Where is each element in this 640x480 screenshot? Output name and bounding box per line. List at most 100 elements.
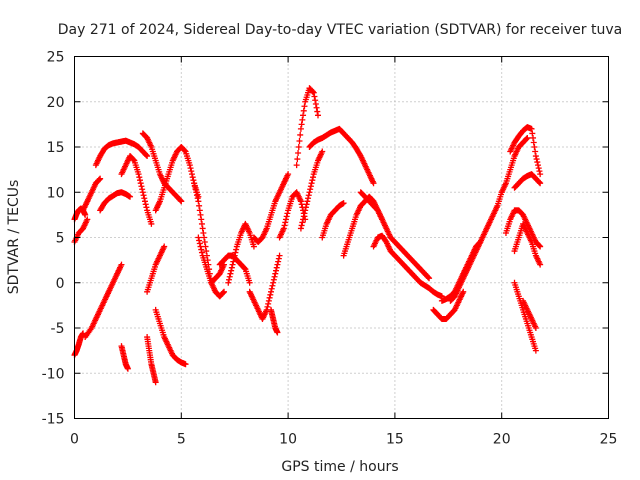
data-point	[370, 180, 377, 187]
data-point	[178, 198, 185, 205]
data-point	[143, 204, 150, 211]
series-arc-38	[511, 279, 539, 354]
series-arc-37	[511, 220, 544, 268]
data-point	[300, 107, 307, 114]
data-point	[221, 288, 228, 295]
data-point	[186, 162, 193, 169]
data-point	[189, 174, 196, 181]
series-arc-21	[268, 306, 281, 336]
data-point	[306, 189, 313, 196]
series-arc-39	[520, 297, 539, 331]
series-arc-20	[250, 171, 292, 246]
data-point	[310, 89, 317, 96]
data-point	[280, 225, 287, 232]
data-point	[198, 216, 205, 223]
y-tick-label: 15	[47, 140, 65, 156]
data-point	[138, 183, 145, 190]
data-point	[136, 174, 143, 181]
data-point	[273, 264, 280, 271]
x-tick-label: 20	[493, 432, 511, 448]
y-tick-label: 10	[47, 185, 65, 201]
x-tick-label: 0	[70, 432, 79, 448]
axis-ticks	[74, 56, 609, 419]
series-arc-34	[507, 124, 544, 178]
data-point	[190, 177, 197, 184]
data-point	[272, 267, 279, 274]
data-point	[196, 240, 203, 247]
data-point	[319, 148, 326, 155]
data-point	[233, 246, 240, 253]
data-point	[188, 171, 195, 178]
data-point	[230, 255, 237, 262]
data-point	[305, 192, 312, 199]
data-point	[297, 198, 304, 205]
data-point	[201, 234, 208, 241]
data-point	[536, 168, 543, 175]
data-point	[295, 144, 302, 150]
data-point	[297, 225, 304, 232]
series-arc-24	[306, 125, 377, 187]
data-point	[302, 207, 309, 214]
data-point	[301, 210, 308, 217]
series-arc-4	[82, 261, 125, 341]
data-point	[524, 134, 531, 141]
data-point	[285, 171, 292, 178]
data-point	[311, 93, 318, 100]
data-point	[196, 207, 203, 214]
data-point	[161, 243, 168, 250]
chart-title: Day 271 of 2024, Sidereal Day-to-day VTE…	[58, 22, 622, 38]
series-arc-23	[293, 85, 322, 169]
data-point	[220, 289, 227, 296]
data-point	[269, 282, 276, 289]
data-point	[535, 165, 542, 172]
data-point	[197, 211, 204, 218]
data-point	[301, 103, 308, 110]
data-point	[148, 220, 155, 227]
data-point	[281, 222, 288, 229]
data-point	[274, 261, 281, 268]
series-arc-16	[195, 234, 228, 286]
data-point	[198, 246, 205, 253]
data-point	[96, 176, 103, 183]
y-tick-label: 25	[47, 50, 65, 66]
data-point	[140, 192, 147, 199]
data-point	[304, 198, 311, 205]
data-point	[192, 186, 199, 193]
data-point	[229, 261, 236, 268]
series-arc-26	[319, 200, 347, 241]
data-point	[293, 162, 300, 169]
data-point	[270, 279, 277, 286]
data-point	[425, 274, 432, 281]
series-arc-3	[71, 216, 91, 246]
data-point	[537, 180, 544, 187]
data-point	[265, 297, 272, 304]
data-point	[271, 273, 278, 280]
data-point	[193, 189, 200, 196]
data-point	[268, 285, 275, 292]
data-point	[299, 219, 306, 226]
data-point	[310, 88, 317, 95]
data-point	[537, 243, 544, 250]
data-point	[529, 130, 536, 137]
y-axis-title: SDTVAR / TECUs	[6, 180, 22, 295]
data-point	[536, 242, 543, 249]
data-point	[199, 225, 206, 232]
data-point	[303, 201, 310, 208]
data-point	[196, 237, 203, 244]
data-point	[267, 291, 274, 298]
data-point	[191, 183, 198, 190]
data-point	[300, 216, 307, 223]
data-point	[302, 204, 309, 211]
data-point	[130, 156, 137, 163]
data-point	[142, 201, 149, 208]
x-tick-label: 10	[279, 432, 297, 448]
data-point	[135, 171, 142, 178]
data-point	[530, 139, 537, 146]
data-point	[313, 104, 320, 111]
y-tick-label: 20	[47, 95, 65, 111]
data-point	[340, 200, 347, 207]
data-point	[226, 273, 233, 280]
data-point	[299, 116, 306, 123]
data-point	[137, 180, 144, 187]
